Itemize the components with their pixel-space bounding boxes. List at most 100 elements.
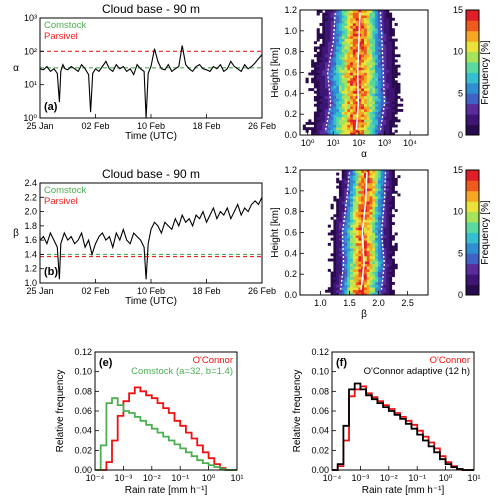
heatmap-cell bbox=[350, 232, 354, 236]
colorbar-swatch bbox=[466, 82, 479, 94]
heatmap-cell bbox=[369, 289, 373, 293]
heatmap-cell bbox=[347, 36, 351, 39]
heatmap-cell bbox=[375, 201, 379, 205]
heatmap-cell bbox=[383, 30, 387, 34]
heatmap-cell bbox=[322, 93, 326, 97]
heatmap-cell bbox=[389, 59, 393, 63]
heatmap-cell bbox=[394, 98, 398, 102]
heatmap-cell bbox=[361, 127, 365, 131]
y-tick-label: 1.2 bbox=[284, 5, 297, 15]
heatmap-cell bbox=[333, 261, 337, 265]
heatmap-cell bbox=[394, 248, 398, 252]
heatmap-cell bbox=[333, 75, 337, 78]
heatmap-cell bbox=[366, 253, 370, 257]
heatmap-cell bbox=[341, 82, 345, 86]
heatmap-cell bbox=[350, 43, 354, 47]
heatmap-cell bbox=[366, 242, 370, 246]
y-tick-label: 10⁰ bbox=[23, 113, 37, 123]
heatmap-cell bbox=[364, 59, 368, 63]
heatmap-cell bbox=[366, 64, 370, 68]
heatmap-cell bbox=[350, 261, 354, 265]
heatmap-cell bbox=[327, 75, 331, 78]
heatmap-cell bbox=[344, 129, 348, 133]
heatmap-cell bbox=[389, 46, 393, 50]
heatmap-cell bbox=[380, 23, 384, 26]
heatmap-cell bbox=[389, 15, 393, 19]
heatmap-cell bbox=[350, 77, 354, 81]
heatmap-cell bbox=[352, 72, 356, 76]
heatmap-cell bbox=[347, 250, 351, 254]
heatmap-cell bbox=[364, 175, 368, 179]
heatmap-cell bbox=[391, 80, 395, 84]
heatmap-cell bbox=[322, 46, 326, 50]
heatmap-cell bbox=[369, 98, 373, 102]
heatmap-cell bbox=[377, 124, 381, 128]
heatmap-cell bbox=[333, 59, 337, 63]
heatmap-cell bbox=[338, 59, 343, 63]
heatmap-cell bbox=[352, 268, 356, 272]
heatmap-cell bbox=[311, 72, 315, 76]
heatmap-cell bbox=[336, 64, 340, 68]
heatmap-cell bbox=[386, 132, 390, 136]
heatmap-cell bbox=[369, 287, 373, 291]
heatmap-cell bbox=[383, 41, 387, 45]
heatmap-cell bbox=[333, 56, 337, 60]
legend-entry: Comstock bbox=[44, 20, 86, 31]
heatmap-cell bbox=[333, 237, 337, 241]
heatmap-cell bbox=[383, 201, 387, 205]
heatmap-cell bbox=[358, 85, 362, 89]
heatmap-cell bbox=[347, 75, 351, 78]
heatmap-cell bbox=[391, 93, 395, 97]
heatmap-cell bbox=[375, 62, 379, 65]
heatmap-cell bbox=[336, 268, 340, 272]
heatmap-cell bbox=[311, 59, 315, 63]
heatmap-cell bbox=[341, 95, 345, 99]
heatmap-cell bbox=[369, 17, 373, 21]
heatmap-cell bbox=[377, 20, 381, 24]
heatmap-cell bbox=[364, 248, 368, 252]
heatmap-cell bbox=[350, 170, 354, 173]
heatmap-cell bbox=[350, 196, 354, 199]
heatmap-cell bbox=[355, 56, 359, 60]
x-tick-label: 10⁻² bbox=[380, 473, 398, 483]
heatmap-cell bbox=[341, 121, 345, 125]
heatmap-cell bbox=[397, 88, 401, 92]
heatmap-cell bbox=[394, 124, 398, 128]
heatmap-cell bbox=[305, 77, 309, 81]
heatmap-cell bbox=[366, 127, 370, 131]
heatmap-cell bbox=[361, 15, 365, 19]
heatmap-cell bbox=[325, 56, 329, 60]
heatmap-cell bbox=[372, 170, 376, 173]
heatmap-cell bbox=[325, 62, 329, 65]
heatmap-cell bbox=[369, 51, 373, 55]
heatmap-cell bbox=[341, 127, 345, 131]
heatmap-cell bbox=[313, 62, 317, 65]
heatmap-cell bbox=[308, 88, 312, 92]
heatmap-cell bbox=[386, 15, 390, 19]
heatmap-cell bbox=[341, 80, 345, 84]
heatmap-cell bbox=[391, 108, 395, 112]
heatmap-cell bbox=[372, 25, 376, 29]
heatmap-cell bbox=[372, 98, 376, 102]
heatmap-cell bbox=[375, 129, 379, 133]
heatmap-cell bbox=[358, 93, 362, 97]
heatmap-cell bbox=[358, 108, 362, 112]
heatmap-cell bbox=[394, 67, 398, 71]
heatmap-cell bbox=[347, 227, 351, 231]
heatmap-cell bbox=[389, 261, 393, 265]
heatmap-cell bbox=[355, 180, 359, 184]
heatmap-cell bbox=[369, 56, 373, 60]
heatmap-cell bbox=[347, 127, 351, 131]
heatmap-cell bbox=[375, 106, 379, 110]
heatmap-cell bbox=[338, 258, 343, 262]
heatmap-cell bbox=[369, 242, 373, 246]
heatmap-cell bbox=[352, 15, 356, 19]
heatmap-cell bbox=[369, 20, 373, 24]
heatmap-cell bbox=[319, 80, 323, 84]
heatmap-cell bbox=[327, 124, 331, 128]
heatmap-cell bbox=[352, 30, 356, 34]
heatmap-cell bbox=[364, 10, 368, 13]
heatmap-cell bbox=[327, 51, 331, 55]
heatmap-cell bbox=[391, 116, 395, 120]
heatmap-cell bbox=[361, 49, 365, 52]
